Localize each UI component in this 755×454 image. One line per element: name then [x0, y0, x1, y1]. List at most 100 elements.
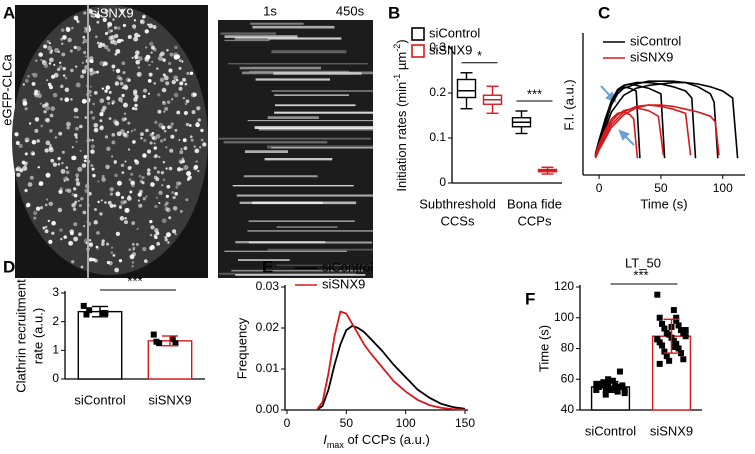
spot	[140, 132, 144, 137]
x-tick-label: CCPs	[518, 213, 552, 228]
spot	[130, 130, 134, 133]
legend-label: siControl	[630, 33, 681, 48]
spot	[162, 178, 166, 182]
point	[102, 310, 109, 317]
spot	[111, 102, 114, 105]
time-end: 450s	[336, 3, 365, 18]
spot	[34, 59, 38, 62]
spot	[178, 138, 181, 142]
spot	[106, 146, 111, 152]
spot	[183, 110, 189, 116]
image-label: eGFP-CLCa	[0, 53, 14, 125]
point	[602, 391, 609, 398]
spot	[71, 26, 74, 30]
spot	[183, 146, 188, 151]
spot	[37, 166, 40, 169]
spot	[161, 125, 166, 130]
spot	[178, 59, 182, 63]
spot	[67, 37, 72, 43]
spot	[140, 137, 143, 140]
spot	[174, 232, 177, 235]
y-axis-label: Frequency	[234, 317, 249, 379]
point	[612, 385, 619, 392]
spot	[180, 148, 183, 151]
spot	[174, 45, 178, 50]
spot	[111, 64, 116, 69]
spot	[83, 225, 86, 228]
spot	[18, 143, 23, 148]
spot	[122, 23, 127, 28]
spot	[149, 133, 154, 137]
bar	[147, 340, 193, 380]
spot	[189, 135, 193, 139]
spot	[46, 198, 49, 201]
x-tick-label: siControl	[585, 423, 636, 438]
point	[654, 336, 661, 343]
spot	[81, 69, 87, 74]
y-axis-label-part: -2	[392, 44, 402, 52]
spot	[27, 182, 33, 187]
point	[86, 307, 93, 314]
spot	[89, 68, 94, 73]
spot	[168, 166, 173, 171]
spot	[66, 126, 70, 130]
spot	[31, 139, 37, 145]
point	[656, 360, 663, 367]
spot	[134, 107, 138, 111]
spot	[171, 79, 176, 85]
spot	[124, 217, 127, 220]
spot	[91, 139, 94, 142]
spot	[75, 126, 79, 131]
spot	[134, 32, 139, 38]
spot	[156, 67, 159, 70]
spot	[82, 38, 88, 44]
significance-label: ***	[527, 86, 542, 101]
spot	[126, 130, 130, 134]
spot	[112, 69, 115, 72]
spot	[122, 132, 127, 137]
spot	[121, 61, 126, 66]
spot	[92, 70, 97, 75]
x-tick-label: 0	[284, 416, 291, 430]
spot	[146, 171, 151, 176]
spot	[163, 138, 167, 141]
spot	[34, 89, 38, 94]
spot	[135, 242, 139, 246]
y-axis-label-part: µm	[394, 52, 409, 74]
spot	[198, 146, 202, 149]
spot	[40, 58, 43, 62]
spot	[39, 206, 44, 210]
point	[656, 339, 663, 346]
spot	[107, 200, 112, 205]
spot	[15, 166, 21, 172]
spot	[94, 14, 97, 17]
spot	[133, 128, 137, 131]
spot	[164, 238, 168, 242]
spot	[124, 117, 127, 121]
spot	[76, 176, 79, 179]
spot	[189, 71, 194, 76]
spot	[148, 72, 153, 77]
spot	[149, 233, 153, 237]
spot	[33, 210, 38, 216]
panel-letter: E	[262, 257, 273, 276]
spot	[25, 161, 29, 164]
spot	[36, 139, 40, 143]
point	[680, 356, 687, 363]
point	[83, 311, 90, 318]
spot	[78, 232, 82, 237]
point	[659, 342, 666, 349]
spot	[131, 221, 136, 225]
spot	[121, 93, 125, 98]
spot	[66, 188, 72, 194]
spot	[123, 133, 129, 139]
spot	[81, 98, 87, 104]
spot	[112, 119, 118, 125]
spot	[61, 150, 65, 154]
y-axis-label-part: )	[394, 39, 409, 43]
spot	[174, 191, 178, 196]
spot	[182, 77, 187, 82]
spot	[172, 195, 176, 200]
chart-title: LT_50	[625, 255, 661, 270]
point	[172, 340, 179, 347]
